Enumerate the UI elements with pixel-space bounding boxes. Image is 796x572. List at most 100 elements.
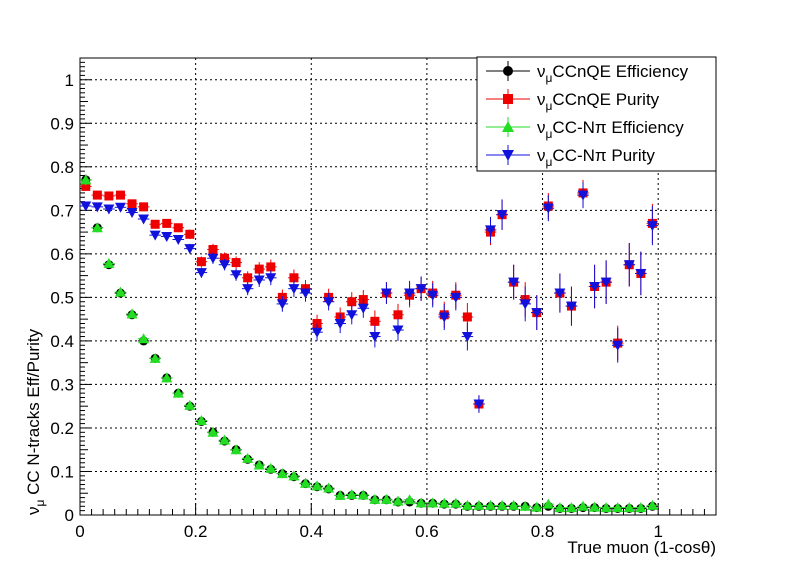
data-point bbox=[162, 218, 172, 228]
data-point bbox=[415, 284, 427, 295]
data-point bbox=[450, 497, 462, 508]
data-point bbox=[438, 497, 450, 508]
data-point bbox=[554, 288, 566, 299]
data-point bbox=[92, 190, 102, 200]
data-point bbox=[138, 333, 150, 344]
y-tick-label: 0.5 bbox=[50, 288, 74, 307]
data-point bbox=[184, 244, 196, 255]
y-tick-label: 0.4 bbox=[50, 332, 74, 351]
data-point bbox=[127, 199, 137, 209]
data-point bbox=[370, 316, 380, 326]
data-point bbox=[185, 229, 195, 239]
data-point bbox=[369, 332, 381, 343]
series-3 bbox=[80, 182, 659, 413]
data-point bbox=[243, 273, 253, 283]
legend-marker bbox=[502, 121, 514, 132]
data-point bbox=[531, 308, 543, 319]
x-tick-label: 0.6 bbox=[415, 522, 439, 541]
data-point bbox=[404, 288, 416, 299]
legend-entries: νμCCnQE Efficiency νμCCnQE Purity νμCC-Nπ … bbox=[486, 61, 689, 169]
data-point bbox=[612, 502, 624, 513]
data-point bbox=[415, 497, 427, 508]
data-point bbox=[496, 499, 508, 510]
data-point bbox=[288, 284, 300, 295]
y-tick-label: 0 bbox=[65, 506, 74, 525]
data-point bbox=[357, 303, 369, 314]
data-point bbox=[184, 399, 196, 410]
data-point bbox=[265, 273, 277, 284]
data-point bbox=[404, 494, 416, 505]
data-point bbox=[542, 498, 554, 509]
data-point bbox=[623, 260, 635, 271]
data-point bbox=[565, 502, 577, 513]
data-point bbox=[299, 288, 311, 299]
data-point bbox=[266, 262, 276, 272]
data-point bbox=[103, 257, 115, 268]
y-tick-label: 0.8 bbox=[50, 158, 74, 177]
data-point bbox=[299, 477, 311, 488]
data-point bbox=[496, 210, 508, 221]
data-point bbox=[531, 501, 543, 512]
data-point bbox=[220, 253, 230, 263]
legend-marker bbox=[503, 94, 513, 104]
data-point bbox=[114, 286, 126, 297]
data-point bbox=[635, 268, 647, 279]
data-point bbox=[323, 482, 335, 493]
legend-label: νμCC-Nπ Purity bbox=[537, 146, 655, 169]
series-2 bbox=[80, 174, 659, 513]
data-point bbox=[461, 499, 473, 510]
data-point bbox=[462, 312, 472, 322]
data-point bbox=[473, 399, 485, 410]
data-point bbox=[242, 284, 254, 295]
data-point bbox=[461, 332, 473, 343]
data-point bbox=[589, 282, 601, 292]
data-point bbox=[195, 268, 207, 279]
data-point bbox=[91, 222, 103, 233]
data-point bbox=[81, 181, 91, 191]
data-point bbox=[542, 203, 554, 214]
data-point bbox=[311, 480, 323, 491]
data-point bbox=[323, 297, 335, 308]
data-point bbox=[508, 499, 520, 510]
data-point bbox=[289, 273, 299, 283]
x-tick-labels: 0 0.2 0.4 0.6 0.8 1 bbox=[75, 522, 663, 541]
data-point bbox=[265, 462, 277, 473]
data-point bbox=[427, 497, 439, 508]
data-point bbox=[357, 489, 369, 500]
data-point bbox=[172, 234, 184, 245]
data-point bbox=[589, 501, 601, 512]
data-point bbox=[508, 277, 520, 288]
data-point bbox=[231, 258, 241, 268]
x-tick-label: 0 bbox=[75, 522, 84, 541]
x-tick-label: 0.4 bbox=[299, 522, 323, 541]
data-point bbox=[623, 502, 635, 513]
data-point bbox=[485, 225, 497, 236]
legend: νμCCnQE Efficiency νμCCnQE Purity νμCC-Nπ … bbox=[476, 56, 717, 172]
x-axis-label: True muon (1-cosθ) bbox=[567, 538, 716, 557]
data-point bbox=[612, 340, 624, 351]
y-tick-label: 0.9 bbox=[50, 114, 74, 133]
data-point bbox=[219, 434, 231, 445]
data-point bbox=[380, 288, 392, 299]
data-point bbox=[334, 318, 346, 329]
data-point bbox=[473, 499, 485, 510]
data-point bbox=[311, 327, 323, 338]
y-tick-label: 0.7 bbox=[50, 201, 74, 220]
data-point bbox=[230, 270, 242, 281]
data-point bbox=[149, 352, 161, 363]
data-point bbox=[161, 231, 173, 242]
y-tick-label: 1 bbox=[65, 71, 74, 90]
x-tick-label: 0.8 bbox=[531, 522, 555, 541]
data-point bbox=[207, 426, 219, 437]
data-point bbox=[450, 292, 462, 303]
data-point bbox=[80, 174, 92, 185]
data-point bbox=[392, 325, 404, 336]
data-point bbox=[114, 202, 126, 213]
data-point bbox=[438, 312, 450, 323]
data-point bbox=[276, 468, 288, 479]
data-point bbox=[80, 201, 92, 212]
y-tick-label: 0.3 bbox=[50, 375, 74, 394]
data-point bbox=[346, 489, 358, 500]
data-point bbox=[150, 219, 160, 229]
